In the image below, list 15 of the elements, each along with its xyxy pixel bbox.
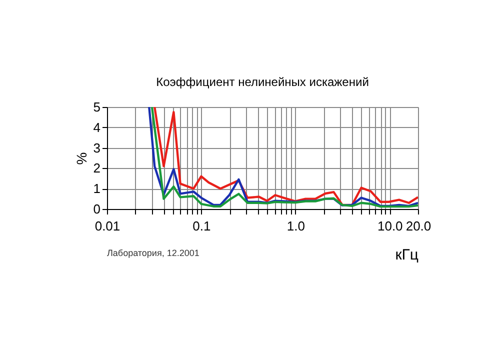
x-tick-label: 0.01: [94, 218, 120, 234]
x-tick-label: 10.0: [377, 218, 403, 234]
text: Лаборатория, 12.2001: [107, 248, 200, 258]
x-tick-label: 0.1: [192, 218, 211, 234]
y-tick-label: 4: [93, 120, 100, 135]
y-tick-label: 0: [93, 202, 100, 216]
chart-title: Коэффициент нелинейных искажений: [156, 75, 369, 89]
x-tick-label: 1.0: [286, 218, 305, 234]
y-tick-label: 1: [93, 181, 100, 196]
x-axis-title: кГц: [395, 246, 419, 264]
x-tick-label: 20.0: [406, 218, 432, 234]
y-tick-label: 2: [93, 160, 100, 176]
y-axis-title: %: [73, 152, 90, 165]
y-tick-label: 3: [93, 140, 100, 156]
y-tick-label: 5: [93, 100, 100, 114]
